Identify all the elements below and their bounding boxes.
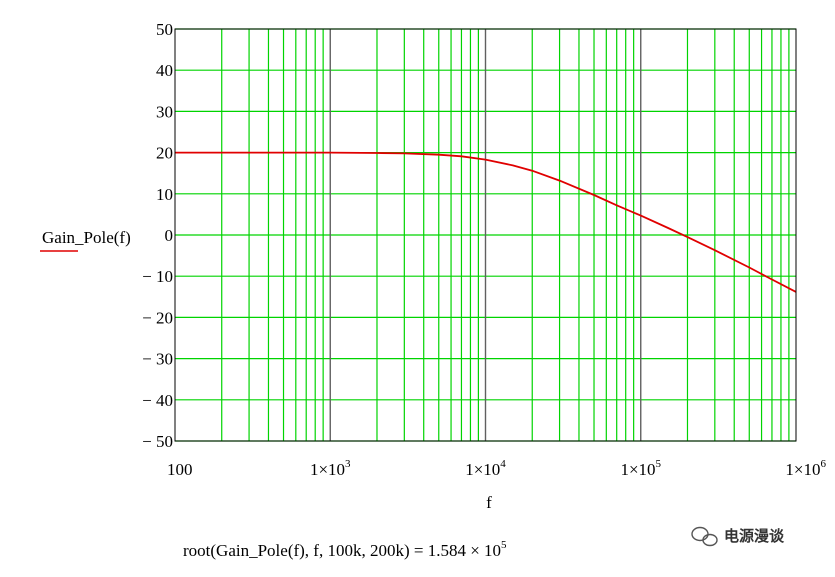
x-tick-label-exponent: 5 (656, 458, 662, 470)
x-tick-labels: 100 1×103 1×104 1×105 1×106 (167, 458, 827, 479)
y-tick-labels: 50 40 30 20 10 0 − 10 − 20 − 30 − 40 − 50 (142, 20, 173, 451)
x-tick-label-exponent: 3 (345, 458, 351, 470)
x-tick-label: 1×104 (465, 458, 506, 479)
gain-pole-curve (175, 151, 797, 293)
x-tick-label-exponent: 4 (500, 458, 506, 470)
x-tick-label: 1×106 (785, 458, 826, 479)
y-tick-label: 0 (165, 226, 174, 245)
y-tick-label: 20 (156, 144, 173, 163)
y-tick-label: 50 (156, 20, 173, 39)
wechat-icon (691, 526, 718, 547)
x-tick-label-base: 100 (167, 460, 193, 479)
watermark-text: 电源漫谈 (724, 527, 785, 545)
plot-frame (174, 28, 797, 442)
root-formula: root(Gain_Pole(f), f, 100k, 200k) = 1.58… (183, 539, 507, 560)
y-tick-label: − 10 (142, 267, 173, 286)
y-tick-label: 10 (156, 185, 173, 204)
y-tick-label: − 50 (142, 432, 173, 451)
y-tick-label: 30 (156, 102, 173, 121)
y-tick-label: − 20 (142, 308, 173, 327)
grid (175, 28, 796, 442)
root-formula-exponent: 5 (501, 539, 507, 551)
x-tick-label-exponent: 6 (821, 458, 827, 470)
y-tick-label: − 40 (142, 391, 173, 410)
watermark: 电源漫谈 (691, 526, 785, 547)
curve-layer (175, 151, 797, 293)
y-tick-label: − 30 (142, 350, 173, 369)
y-tick-label: 40 (156, 61, 173, 80)
x-tick-label: 100 (167, 460, 193, 479)
x-tick-label-base: 1×10 (310, 460, 345, 479)
root-formula-text: root(Gain_Pole(f), f, 100k, 200k) = 1.58… (183, 541, 501, 560)
y-axis-label: Gain_Pole(f) (42, 228, 131, 247)
x-tick-label-base: 1×10 (620, 460, 655, 479)
x-tick-label: 1×105 (620, 458, 661, 479)
x-tick-label-base: 1×10 (785, 460, 820, 479)
x-tick-label-base: 1×10 (465, 460, 500, 479)
x-tick-label: 1×103 (310, 458, 351, 479)
x-axis-label: f (486, 493, 492, 512)
